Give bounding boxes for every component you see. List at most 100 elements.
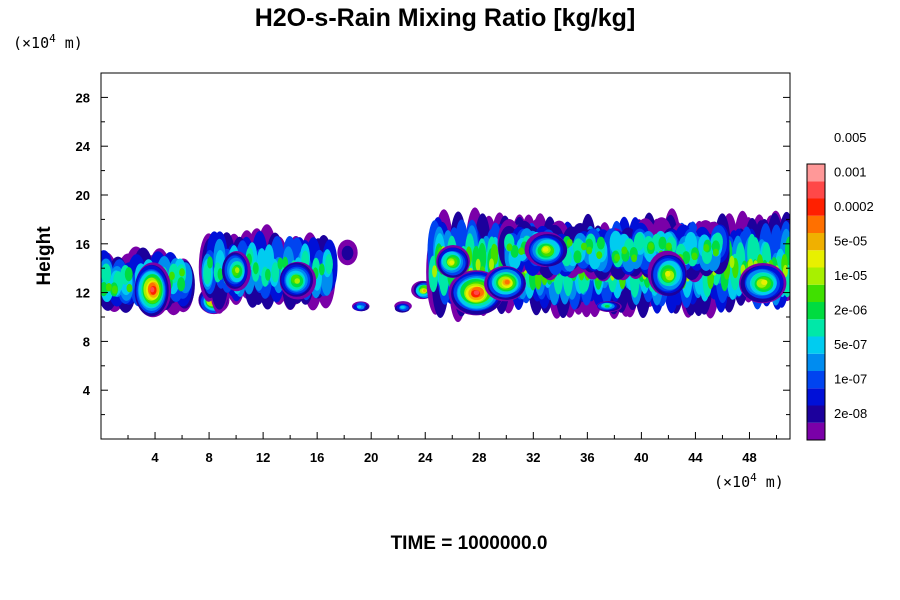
- colorbar: 2e-08 1e-07 5e-07 2e-06 1e-05 5e-05 0.0002 0.00…: [806, 130, 874, 441]
- field-blob: [234, 267, 240, 274]
- field-blob: [648, 242, 654, 251]
- field-blob: [124, 267, 133, 282]
- field-blob: [631, 254, 638, 263]
- field-blob: [596, 236, 605, 250]
- field-blob: [542, 247, 549, 252]
- x-tick-label: 28: [472, 450, 486, 465]
- field-blob: [111, 285, 118, 295]
- chart-title: H2O-s-Rain Mixing Ratio [kg/kg]: [255, 4, 636, 32]
- field-blob: [341, 245, 354, 261]
- field-blob: [604, 304, 610, 308]
- field-blob: [614, 253, 621, 262]
- field-blob: [400, 305, 405, 309]
- colorbar-segment: [807, 233, 825, 251]
- colorbar-label: 2e-06: [834, 303, 867, 318]
- field-blob: [105, 282, 112, 292]
- field-blob: [150, 286, 155, 293]
- field-blob: [356, 305, 362, 309]
- colorbar-segment: [807, 388, 825, 406]
- field-blob: [504, 279, 510, 285]
- colorbar-segment: [807, 371, 825, 389]
- x-unit-label: (×104 m): [714, 471, 784, 491]
- y-unit-prefix: (×10: [13, 34, 49, 52]
- y-tick-label: 12: [76, 286, 90, 301]
- x-tick-label: 48: [742, 450, 756, 465]
- colorbar-segment: [807, 302, 825, 320]
- field-blob: [634, 232, 645, 251]
- y-unit-label: (×104 m): [13, 32, 83, 52]
- colorbar-segment: [807, 319, 825, 337]
- field-blob: [712, 248, 719, 257]
- field-blob: [573, 250, 582, 264]
- y-tick-label: 24: [76, 139, 91, 154]
- field-blob: [658, 236, 667, 250]
- y-tick-label: 20: [76, 188, 90, 203]
- colorbar-segment: [807, 215, 825, 233]
- field-layer: [101, 207, 790, 323]
- y-tick-label: 16: [76, 237, 90, 252]
- colorbar-segment: [807, 181, 825, 199]
- field-blob: [510, 244, 519, 258]
- field-blob: [761, 279, 768, 286]
- colorbar-segment: [807, 250, 825, 268]
- field-blob: [475, 258, 481, 271]
- field-blob: [207, 256, 213, 269]
- field-blob: [691, 252, 698, 261]
- field-blob: [169, 271, 175, 281]
- field-blob: [264, 268, 271, 281]
- colorbar-label: 2e-08: [834, 406, 867, 421]
- x-unit-suffix: m): [757, 473, 784, 491]
- x-tick-label: 44: [688, 450, 703, 465]
- x-tick-label: 8: [205, 450, 212, 465]
- y-unit-exp: 4: [49, 32, 56, 45]
- field-blob: [596, 251, 603, 260]
- field-blob: [126, 283, 133, 293]
- field-blob: [491, 244, 499, 265]
- y-tick-label: 4: [83, 383, 91, 398]
- colorbar-segment: [807, 198, 825, 216]
- y-axis-label: Height: [34, 226, 55, 286]
- colorbar-segment: [807, 267, 825, 285]
- field-blob: [217, 268, 224, 281]
- field-blob: [177, 277, 186, 292]
- field-blob: [252, 262, 259, 275]
- colorbar-label: 0.001: [834, 165, 867, 180]
- colorbar-segment: [807, 284, 825, 302]
- field-blob: [101, 263, 112, 284]
- field-blob: [729, 255, 735, 269]
- field-blob: [432, 265, 438, 278]
- field-blob: [703, 244, 710, 252]
- field-blob: [203, 264, 212, 285]
- colorbar-segment: [807, 164, 825, 182]
- field-blob: [325, 254, 333, 275]
- x-tick-label: 20: [364, 450, 378, 465]
- field-blob: [665, 270, 671, 277]
- x-unit-prefix: (×10: [714, 473, 750, 491]
- field-blob: [277, 257, 284, 270]
- colorbar-segment: [807, 353, 825, 371]
- y-unit-suffix: m): [56, 34, 83, 52]
- x-tick-label: 12: [256, 450, 270, 465]
- field-blob: [566, 238, 573, 247]
- x-tick-label: 32: [526, 450, 540, 465]
- colorbar-label: 1e-07: [834, 372, 867, 387]
- field-blob: [518, 247, 525, 256]
- field-blob: [318, 263, 325, 276]
- colorbar-segment: [807, 405, 825, 423]
- field-blob: [586, 246, 593, 255]
- colorbar-segment: [807, 336, 825, 354]
- colorbar-label: 0.005: [834, 130, 867, 145]
- time-label: TIME = 1000000.0: [391, 533, 548, 554]
- x-unit-exp: 4: [750, 471, 757, 484]
- field-blob: [422, 289, 427, 292]
- plot-frame: [100, 72, 791, 440]
- field-blob: [449, 260, 455, 265]
- x-tick-label: 4: [151, 450, 159, 465]
- colorbar-frame: [806, 163, 826, 441]
- colorbar-label: 5e-05: [834, 234, 867, 249]
- colorbar-label: 0.0002: [834, 199, 874, 214]
- field-blob: [621, 246, 628, 255]
- field-blob: [294, 278, 300, 284]
